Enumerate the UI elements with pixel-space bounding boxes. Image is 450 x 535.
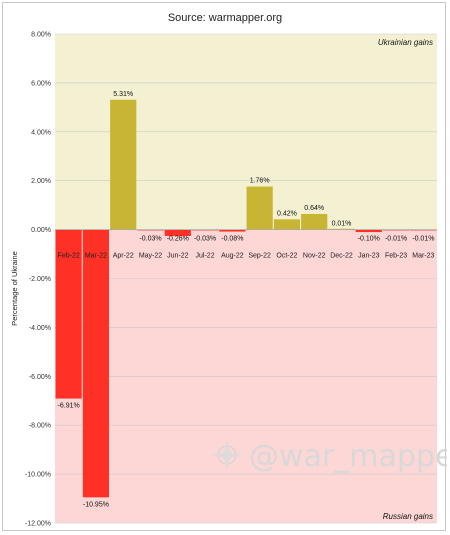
y-tick-label: -12.00% [25,521,51,528]
russian-gains-label: Russian gains [383,512,433,521]
chart-frame: Source: warmapper.org @war_mapper 8.00% 6… [2,2,447,531]
data-label: -0.01% [412,236,434,243]
x-tick-label: Oct-22 [276,253,297,260]
data-label: 0.64% [304,205,324,212]
bar-oct-22 [273,219,301,230]
x-tick-label: Nov-22 [303,253,326,260]
data-label: 1.76% [250,178,270,185]
data-label: -10.95% [83,501,109,508]
x-tick-label: Dec-22 [330,253,353,260]
data-label: -0.08% [221,236,243,243]
y-tick-label: -2.00% [29,276,51,283]
data-label: -0.01% [385,236,407,243]
y-tick-label: -8.00% [29,423,51,430]
y-axis-ticks: 8.00% 6.00% 4.00% 2.00% 0.00% -2.00% -4.00% -6.… [25,32,51,528]
data-labels: -6.91% -10.95% 5.31% -0.03% -0.26% -0.03% -0.0… [58,91,435,509]
bar-apr-22 [110,99,137,230]
y-tick-label: 8.00% [31,32,51,39]
bar-aug-22 [219,229,246,232]
x-tick-label: Mar-23 [412,253,434,260]
x-tick-label: Jun-22 [167,253,189,260]
ukrainian-gains-label: Ukrainian gains [378,38,433,47]
y-tick-label: -10.00% [25,472,51,479]
y-tick-label: 4.00% [31,129,51,136]
data-label: -0.26% [167,236,189,243]
bars [55,99,437,498]
x-tick-label: Feb-22 [58,253,80,260]
data-label: 0.01% [332,220,352,227]
data-label: 0.42% [277,210,297,217]
y-tick-label: 0.00% [31,227,51,234]
x-tick-label: May-22 [139,253,162,260]
bar-sep-22 [246,186,273,230]
x-tick-label: Apr-22 [113,253,134,260]
gridlines [55,33,437,524]
y-tick-label: 2.00% [31,178,51,185]
bar-feb-22 [55,229,82,399]
data-label: -0.03% [139,236,161,243]
x-tick-label: Jul-22 [196,253,215,260]
bar-nov-22 [301,213,328,230]
x-tick-label: Aug-22 [221,253,244,260]
y-axis-title: Percentage of Ukraine [10,251,19,326]
data-label: -0.03% [194,236,216,243]
y-tick-label: -6.00% [29,374,51,381]
x-tick-label: Feb-23 [385,253,407,260]
bar-mar-22 [82,229,110,498]
data-label: -0.10% [358,236,380,243]
bar-chart: Source: warmapper.org @war_mapper 8.00% 6… [10,12,447,528]
y-tick-label: 6.00% [31,80,51,87]
data-label: 5.31% [113,91,133,98]
y-tick-label: -4.00% [29,325,51,332]
bar-jun-22 [164,229,191,236]
compass-logo-icon [211,439,243,471]
x-tick-label: Mar-22 [85,253,107,260]
watermark: @war_mapper [211,439,447,474]
data-label: -6.91% [58,403,80,410]
chart-title: Source: warmapper.org [168,12,282,24]
x-tick-label: Sep-22 [248,253,271,260]
watermark-text: @war_mapper [249,439,447,474]
x-tick-label: Jan-23 [358,253,380,260]
bar-jan-23 [355,229,382,233]
x-axis-labels: Feb-22 Mar-22 Apr-22 May-22 Jun-22 Jul-22 Aug-… [58,253,435,260]
